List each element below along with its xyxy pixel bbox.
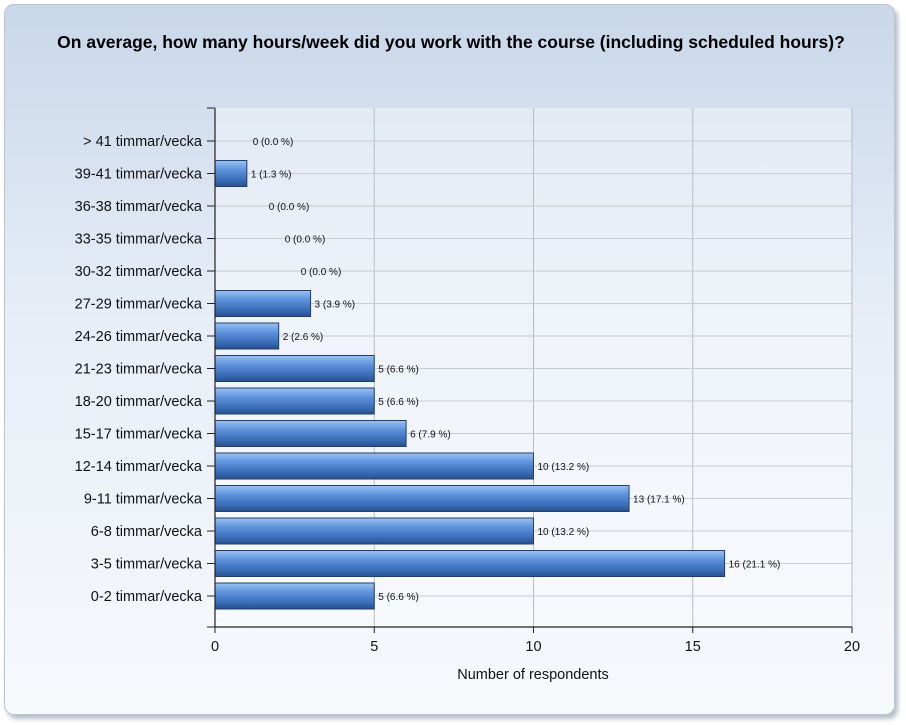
category-label: 12-14 timmar/vecka bbox=[75, 459, 203, 475]
category-label: 24-26 timmar/vecka bbox=[75, 329, 203, 345]
chart-title: On average, how many hours/week did you … bbox=[57, 32, 845, 52]
data-label: 16 (21.1 %) bbox=[729, 560, 781, 571]
bar bbox=[214, 452, 534, 480]
category-label: 15-17 timmar/vecka bbox=[75, 427, 203, 443]
bar bbox=[214, 355, 375, 382]
x-tick-label: 20 bbox=[844, 639, 860, 655]
x-tick-label: 10 bbox=[525, 639, 541, 655]
bar bbox=[214, 485, 630, 512]
category-label: 0-2 timmar/vecka bbox=[91, 589, 203, 605]
data-label: 5 (6.6 %) bbox=[378, 365, 419, 376]
data-label: 10 (13.2 %) bbox=[538, 527, 590, 538]
category-label: 27-29 timmar/vecka bbox=[75, 297, 203, 313]
category-label: 33-35 timmar/vecka bbox=[75, 232, 203, 248]
data-label: 13 (17.1 %) bbox=[633, 495, 685, 506]
bar bbox=[214, 322, 280, 350]
x-tick-label: 5 bbox=[370, 639, 378, 655]
bar bbox=[214, 387, 375, 415]
bar bbox=[214, 550, 726, 577]
x-tick-label: 15 bbox=[685, 639, 701, 655]
data-label: 10 (13.2 %) bbox=[538, 462, 590, 473]
bar bbox=[214, 420, 407, 447]
category-label: 18-20 timmar/vecka bbox=[75, 394, 203, 410]
category-label: 9-11 timmar/vecka bbox=[84, 492, 203, 508]
x-axis-title: Number of respondents bbox=[457, 667, 609, 683]
data-label: 0 (0.0 %) bbox=[269, 202, 310, 213]
category-label: 21-23 timmar/vecka bbox=[75, 362, 203, 378]
data-label: 3 (3.9 %) bbox=[315, 300, 356, 311]
x-tick-label: 0 bbox=[211, 639, 219, 655]
category-label: 36-38 timmar/vecka bbox=[75, 199, 203, 215]
data-label: 0 (0.0 %) bbox=[301, 267, 342, 278]
data-label: 1 (1.3 %) bbox=[251, 170, 292, 181]
data-label: 0 (0.0 %) bbox=[285, 235, 326, 246]
bar bbox=[214, 517, 534, 545]
category-label: > 41 timmar/vecka bbox=[83, 134, 203, 150]
bar bbox=[214, 582, 375, 610]
category-label: 30-32 timmar/vecka bbox=[75, 264, 203, 280]
data-label: 6 (7.9 %) bbox=[410, 430, 451, 441]
category-label: 6-8 timmar/vecka bbox=[91, 524, 203, 540]
data-label: 0 (0.0 %) bbox=[253, 137, 294, 148]
data-label: 2 (2.6 %) bbox=[283, 332, 324, 343]
data-label: 5 (6.6 %) bbox=[378, 592, 419, 603]
category-label: 39-41 timmar/vecka bbox=[75, 167, 203, 183]
category-label: 3-5 timmar/vecka bbox=[91, 557, 203, 573]
bar bbox=[214, 160, 248, 187]
bar bbox=[214, 290, 312, 317]
data-label: 5 (6.6 %) bbox=[378, 397, 419, 408]
